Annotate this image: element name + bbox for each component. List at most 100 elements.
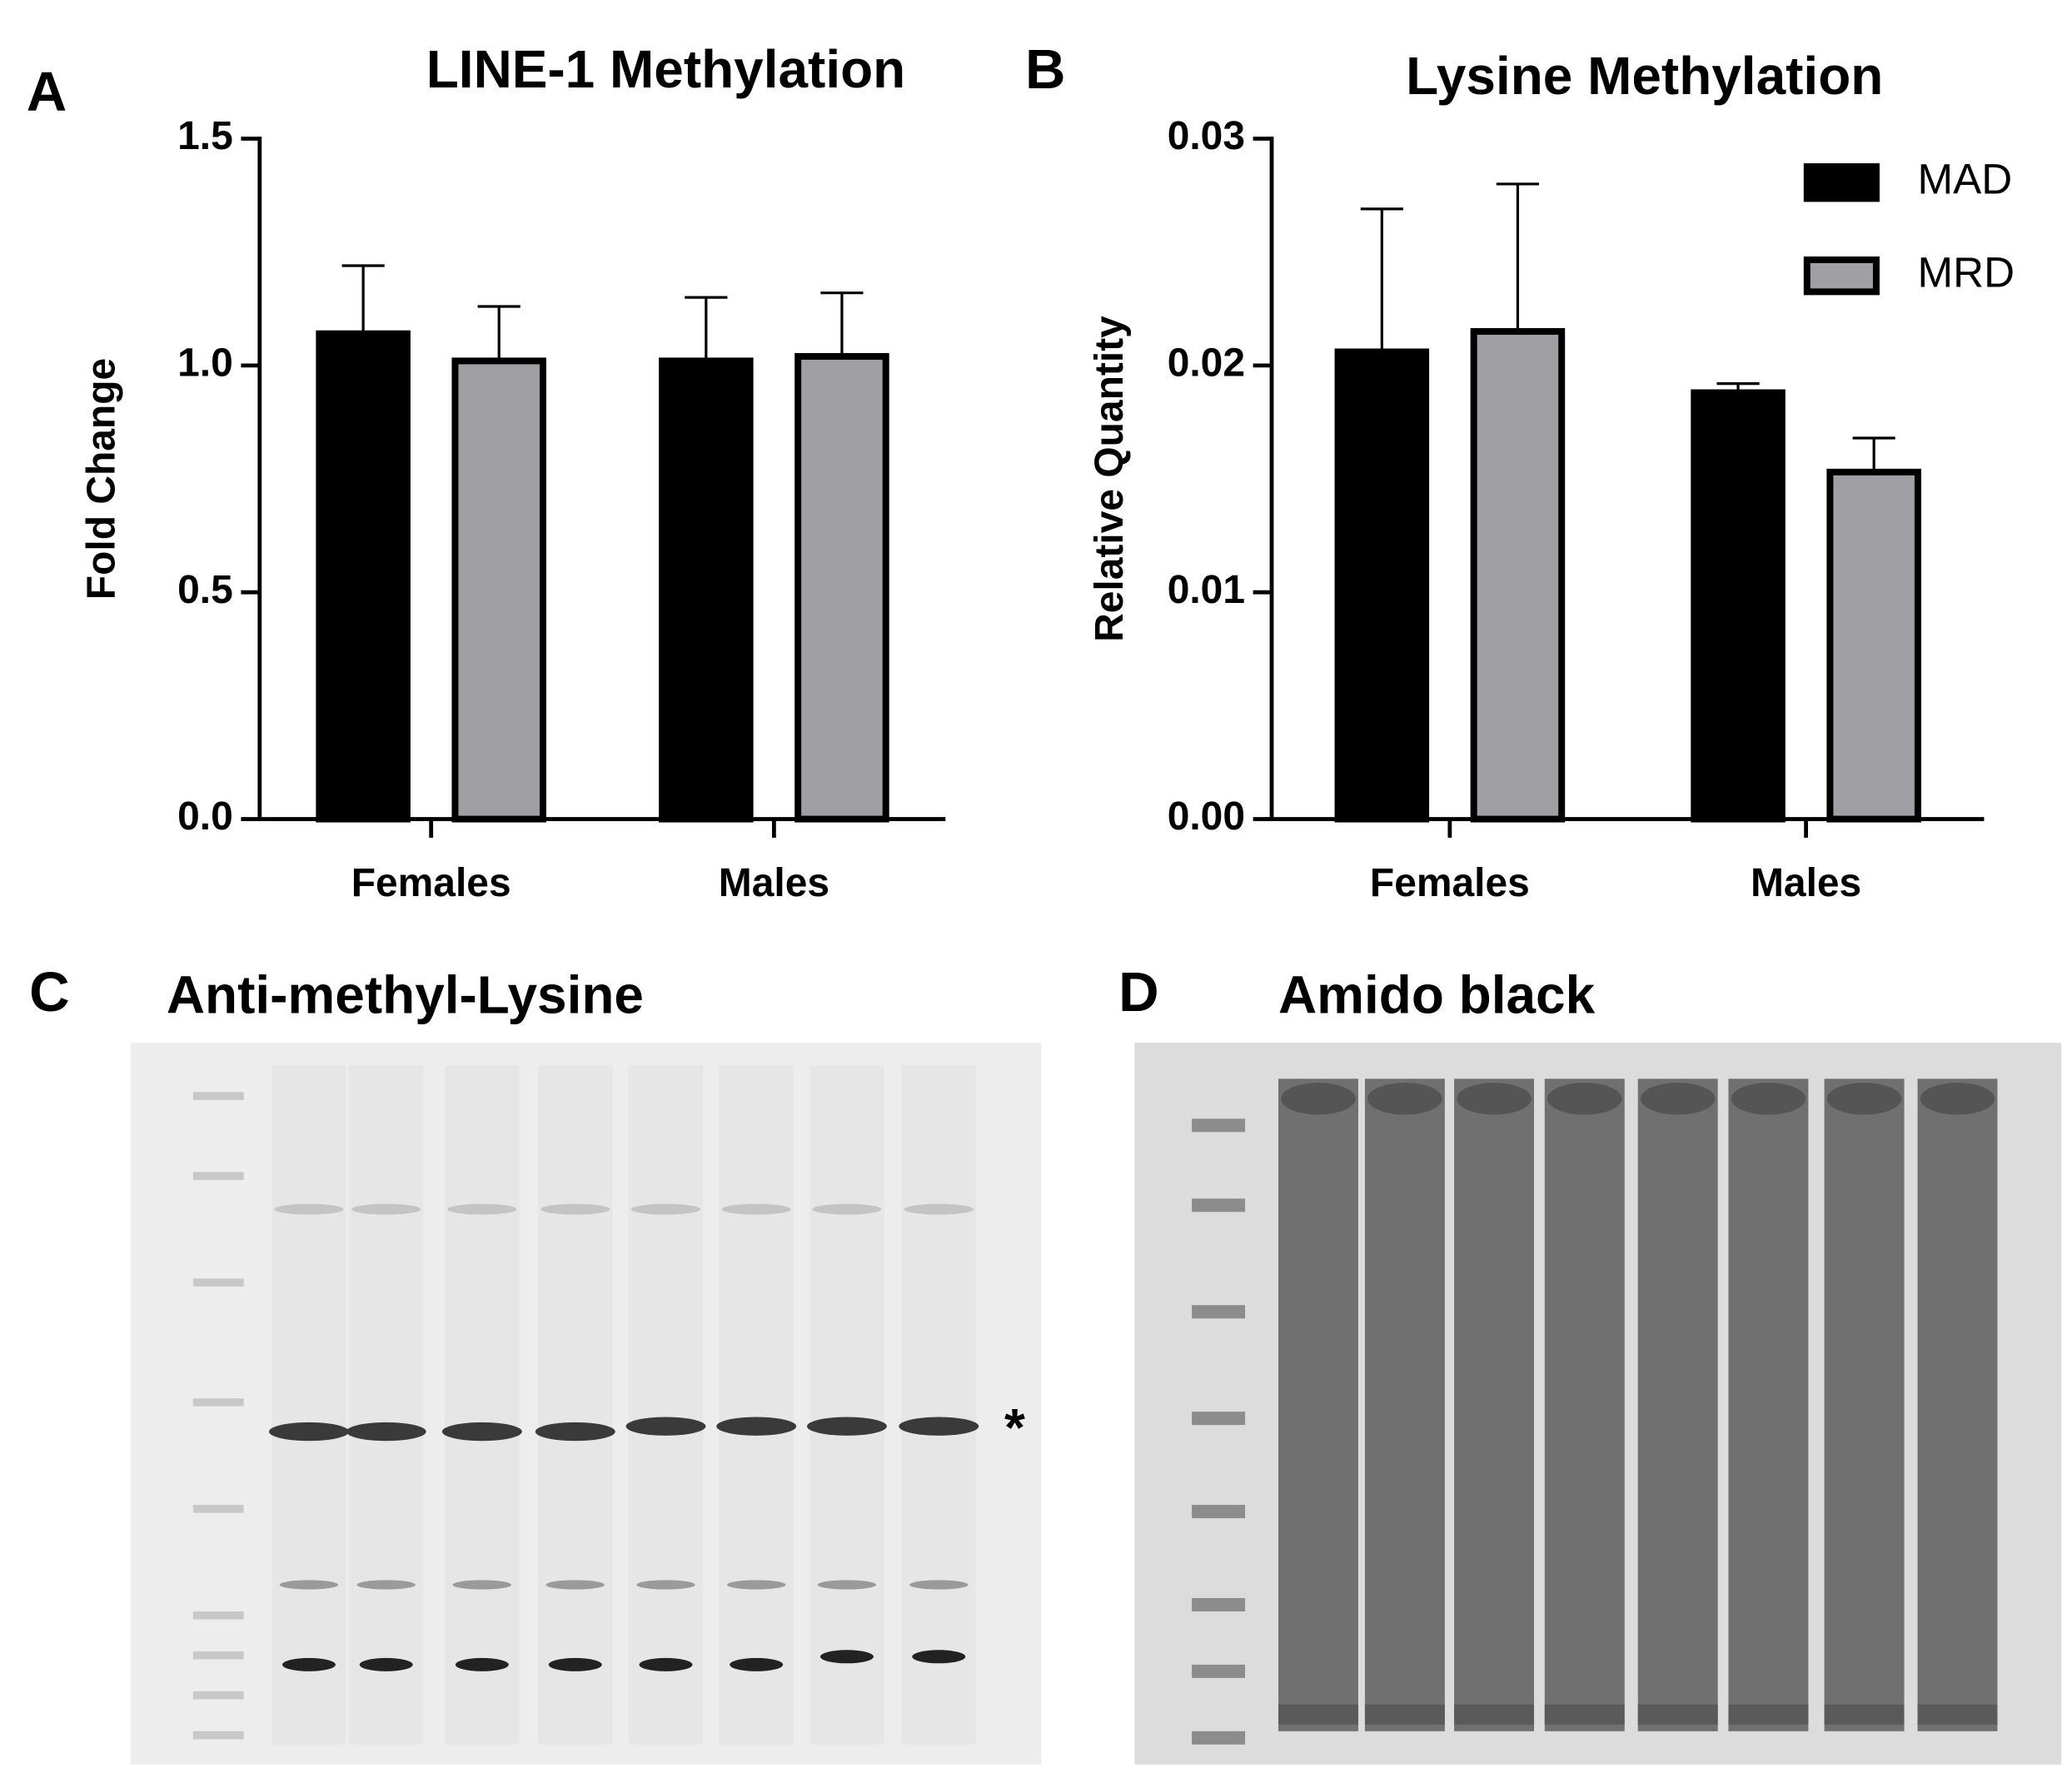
y-tick-label: 1.0 bbox=[177, 341, 233, 386]
bar bbox=[1826, 468, 1921, 823]
ladder-band bbox=[1192, 1198, 1246, 1213]
bar bbox=[794, 352, 889, 823]
lane bbox=[809, 1065, 884, 1745]
band bbox=[806, 1417, 887, 1436]
legend-label: MRD bbox=[1918, 249, 2015, 296]
bar bbox=[316, 330, 411, 823]
ladder-band bbox=[1192, 1305, 1246, 1319]
band bbox=[1640, 1083, 1716, 1115]
lane bbox=[628, 1065, 704, 1745]
panel-letter: A bbox=[27, 61, 67, 123]
panel-title: Amido black bbox=[1278, 964, 1596, 1024]
ladder-band bbox=[192, 1398, 244, 1407]
y-tick-label: 0.5 bbox=[177, 568, 233, 612]
blot-c bbox=[130, 1043, 1042, 1765]
lane bbox=[348, 1065, 424, 1745]
x-tick-label: Males bbox=[1751, 861, 1861, 905]
bar bbox=[1334, 348, 1430, 823]
band bbox=[455, 1657, 509, 1671]
band bbox=[268, 1422, 349, 1442]
band bbox=[346, 1422, 426, 1442]
y-tick-label: 0.0 bbox=[177, 794, 233, 839]
band bbox=[441, 1422, 522, 1442]
band bbox=[812, 1203, 882, 1215]
y-tick-label: 0.01 bbox=[1168, 568, 1245, 612]
band bbox=[1917, 1704, 1998, 1725]
panel-letter: D bbox=[1118, 961, 1159, 1023]
x-tick-label: Females bbox=[351, 861, 511, 905]
x-tick-label: Females bbox=[1370, 861, 1530, 905]
band bbox=[1457, 1083, 1532, 1115]
y-tick-label: 0.03 bbox=[1168, 114, 1245, 158]
band bbox=[904, 1203, 974, 1215]
band bbox=[356, 1580, 416, 1590]
band bbox=[452, 1580, 512, 1590]
band bbox=[447, 1203, 517, 1215]
lane bbox=[537, 1065, 613, 1745]
lane bbox=[719, 1065, 794, 1745]
ladder-band bbox=[192, 1691, 244, 1700]
band bbox=[817, 1580, 877, 1590]
chart-title: Lysine Methylation bbox=[1406, 46, 1883, 106]
legend-swatch bbox=[1803, 256, 1880, 296]
x-tick-label: Males bbox=[719, 861, 829, 905]
band bbox=[716, 1417, 797, 1436]
ladder-band bbox=[1192, 1731, 1246, 1745]
lane bbox=[1454, 1078, 1535, 1731]
lane bbox=[1637, 1078, 1718, 1731]
band bbox=[727, 1580, 786, 1590]
band bbox=[1547, 1083, 1622, 1115]
band bbox=[1920, 1083, 1995, 1115]
band bbox=[630, 1203, 701, 1215]
lane bbox=[1917, 1078, 1998, 1731]
legend-label: MAD bbox=[1918, 156, 2013, 203]
band bbox=[625, 1417, 706, 1436]
band bbox=[1544, 1704, 1625, 1725]
band bbox=[535, 1422, 615, 1442]
ladder-band bbox=[192, 1611, 244, 1620]
lane bbox=[901, 1065, 977, 1745]
lane bbox=[271, 1065, 346, 1745]
panel-letter: B bbox=[1025, 38, 1066, 101]
band bbox=[540, 1203, 610, 1215]
band bbox=[359, 1657, 413, 1671]
band bbox=[1454, 1704, 1535, 1725]
lane bbox=[1278, 1078, 1358, 1731]
band bbox=[909, 1580, 969, 1590]
band bbox=[1826, 1083, 1902, 1115]
band bbox=[639, 1657, 693, 1671]
bar bbox=[1691, 389, 1786, 823]
panel-letter: C bbox=[29, 961, 69, 1023]
ladder-band bbox=[1192, 1118, 1246, 1133]
ladder-band bbox=[192, 1651, 244, 1660]
band bbox=[912, 1650, 966, 1664]
annotation: * bbox=[1004, 1397, 1025, 1457]
ladder-band bbox=[192, 1092, 244, 1100]
bar bbox=[1470, 327, 1566, 823]
band bbox=[899, 1417, 979, 1436]
band bbox=[721, 1203, 791, 1215]
ladder-band bbox=[1192, 1412, 1246, 1426]
band bbox=[279, 1580, 339, 1590]
band bbox=[1728, 1704, 1809, 1725]
band bbox=[281, 1657, 336, 1671]
band bbox=[351, 1203, 421, 1215]
panel-title: Anti-methyl-Lysine bbox=[167, 964, 644, 1024]
band bbox=[1731, 1083, 1806, 1115]
band bbox=[730, 1657, 784, 1671]
band bbox=[274, 1203, 344, 1215]
ladder-band bbox=[1192, 1505, 1246, 1519]
band bbox=[545, 1580, 605, 1590]
legend-swatch bbox=[1803, 163, 1880, 202]
band bbox=[1824, 1704, 1905, 1725]
bar bbox=[451, 357, 546, 823]
ladder-band bbox=[192, 1172, 244, 1180]
band bbox=[1637, 1704, 1718, 1725]
band bbox=[1367, 1083, 1442, 1115]
bar bbox=[659, 357, 754, 823]
ladder-band bbox=[192, 1505, 244, 1513]
band bbox=[636, 1580, 695, 1590]
lane bbox=[445, 1065, 520, 1745]
y-axis-label: Fold Change bbox=[79, 358, 123, 600]
ladder-band bbox=[1192, 1597, 1246, 1611]
